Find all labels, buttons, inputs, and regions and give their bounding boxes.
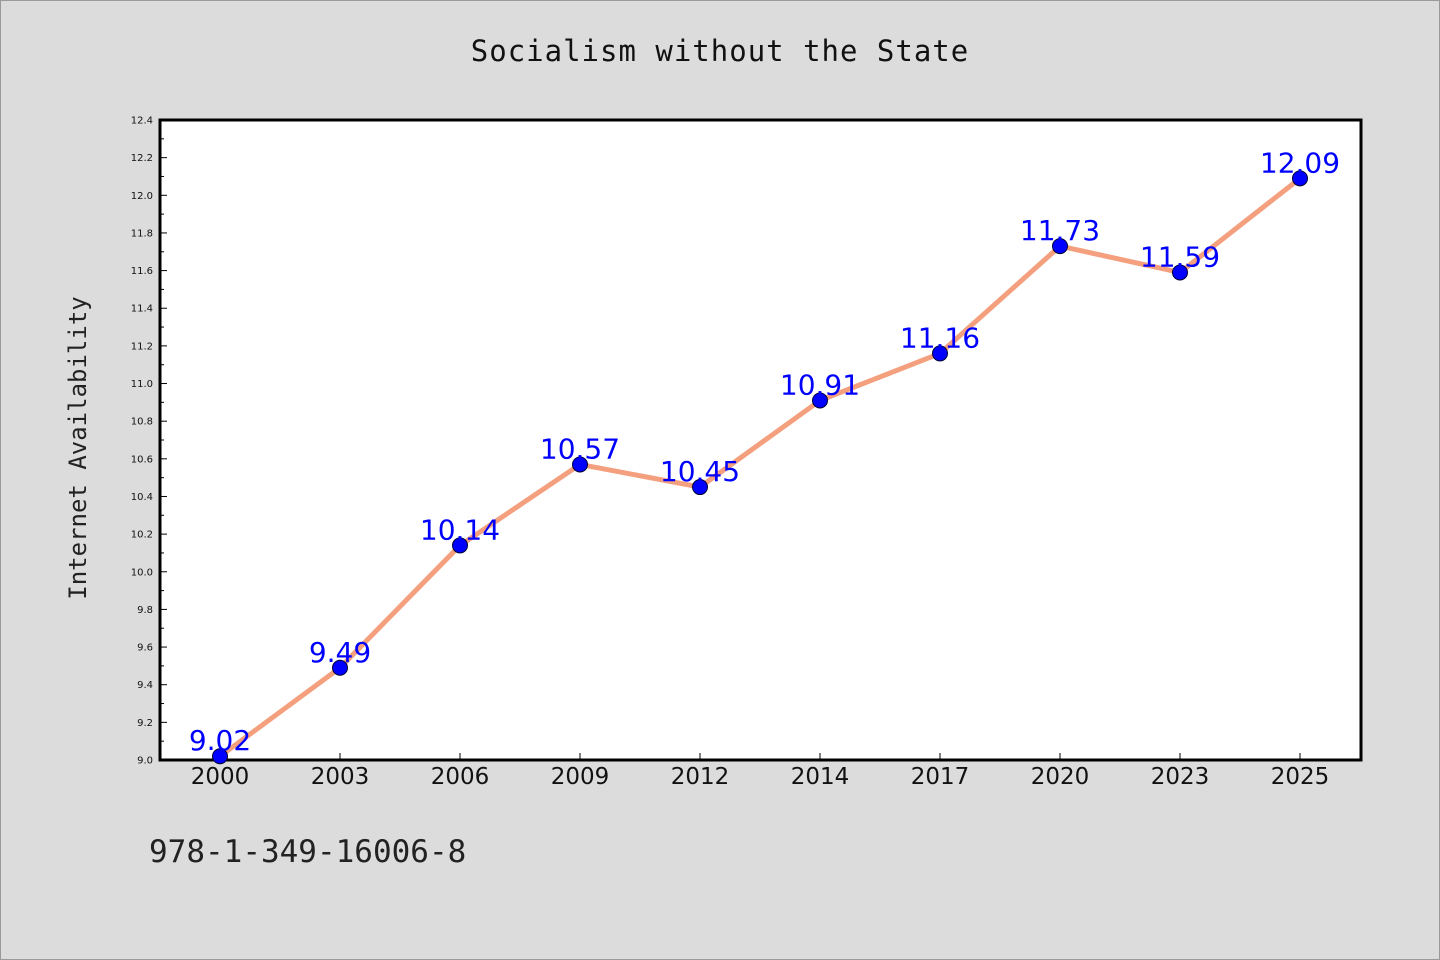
x-tick-label: 2020 <box>1031 764 1090 790</box>
x-tick-label: 2009 <box>551 764 610 790</box>
marker-group <box>212 170 1308 765</box>
data-label: 10.45 <box>660 455 740 488</box>
data-label: 10.91 <box>780 368 860 401</box>
y-tick-label: 12.4 <box>131 116 153 127</box>
x-tick-label: 2025 <box>1271 764 1330 790</box>
data-point <box>452 537 468 554</box>
data-point <box>1172 264 1188 281</box>
data-point <box>1292 170 1308 187</box>
x-tick-label: 2023 <box>1151 764 1210 790</box>
y-axis-label: Internet Availability <box>64 296 92 599</box>
y-tick-label: 10.0 <box>131 567 153 578</box>
x-tick-label: 2006 <box>431 764 490 790</box>
x-tick-label: 2017 <box>911 764 970 790</box>
data-label: 11.73 <box>1020 214 1100 247</box>
x-tick-label: 2014 <box>791 764 850 790</box>
y-tick-label: 9.2 <box>137 718 153 729</box>
y-tick-label: 10.2 <box>131 530 153 541</box>
y-tick-label: 10.4 <box>131 492 153 503</box>
y-tick-label: 11.2 <box>131 341 153 352</box>
data-label: 11.59 <box>1140 240 1220 273</box>
chart-title: Socialism without the State <box>470 34 970 68</box>
data-point <box>1052 238 1068 255</box>
y-tick-label: 9.0 <box>137 756 153 767</box>
y-tick-label: 11.4 <box>131 304 153 315</box>
data-point <box>812 392 828 409</box>
isbn-footer: 978-1-349-16006-8 <box>149 834 467 870</box>
series-line <box>217 175 1303 759</box>
data-label: 12.09 <box>1260 146 1340 179</box>
x-tick-label: 2003 <box>311 764 370 790</box>
y-tick-label: 9.6 <box>137 643 153 654</box>
data-label-group: 9.02 9.49 10.14 10.57 10.45 10.91 11.16 11.73 11… <box>189 146 1340 757</box>
y-tick-label: 9.8 <box>137 605 153 616</box>
y-tick-label: 11.8 <box>131 228 153 239</box>
y-tick-label: 9.4 <box>137 680 153 691</box>
x-axis: 2000 2003 2006 2009 2012 2014 2017 2020 2023 2025 <box>191 753 1330 790</box>
y-tick-label: 11.6 <box>131 266 153 277</box>
y-axis: 9.0 9.2 9.4 9.6 9.8 10.0 10.2 10.4 10.6 10.8 11.0 1… <box>131 116 167 767</box>
plot-area <box>158 118 1363 762</box>
data-label: 10.57 <box>540 432 620 465</box>
y-tick-label: 12.0 <box>131 191 153 202</box>
x-tick-label: 2012 <box>671 764 730 790</box>
data-label: 10.14 <box>420 513 500 546</box>
y-tick-label: 11.0 <box>131 379 153 390</box>
data-point <box>572 456 588 473</box>
y-tick-label: 10.6 <box>131 454 153 465</box>
data-point <box>692 479 708 496</box>
data-label: 9.49 <box>309 636 371 669</box>
x-tick-label: 2000 <box>191 764 250 790</box>
y-tick-label: 12.2 <box>131 153 153 164</box>
data-point <box>332 659 348 676</box>
data-point <box>212 748 228 765</box>
series-line-group <box>217 175 1303 759</box>
data-point <box>932 345 948 362</box>
y-tick-label: 10.8 <box>131 417 153 428</box>
data-label: 9.02 <box>189 724 251 757</box>
data-label: 11.16 <box>900 321 980 354</box>
